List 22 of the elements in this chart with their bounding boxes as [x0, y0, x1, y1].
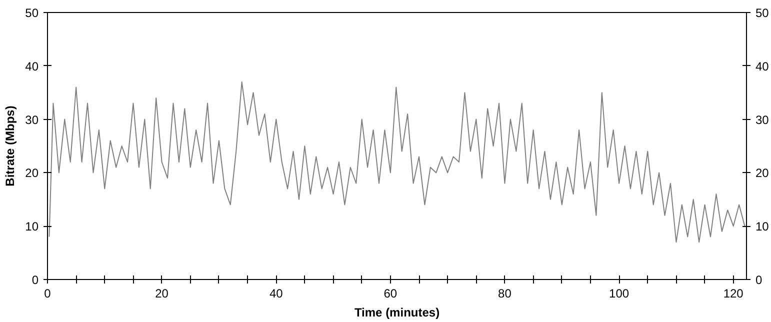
y2-tick-label: 50	[756, 6, 770, 20]
y-tick-label: 30	[25, 112, 39, 127]
x-axis-title: Time (minutes)	[354, 306, 440, 320]
y2-tick-label: 30	[756, 112, 770, 127]
y-tick-label: 10	[25, 220, 39, 234]
y-tick-label: 40	[25, 59, 39, 74]
y-tick-label: 0	[32, 273, 39, 287]
y2-tick-label: 40	[756, 59, 770, 74]
y2-tick-label: 0	[756, 273, 762, 287]
x-tick-label: 100	[609, 286, 630, 300]
y-tick-label: 50	[25, 6, 39, 20]
x-tick-label: 20	[155, 286, 169, 300]
line-series	[48, 81, 746, 243]
x-tick-label: 120	[723, 286, 744, 300]
y2-tick-label: 20	[756, 166, 770, 180]
y-axis-title: Bitrate (Mbps)	[3, 106, 18, 186]
y2-tick-label: 10	[756, 220, 770, 234]
x-tick-label: 80	[498, 286, 512, 300]
x-tick-label: 40	[269, 286, 284, 300]
x-tick-label: 0	[44, 286, 52, 300]
x-tick-label: 60	[384, 286, 398, 300]
y-tick-label: 20	[25, 166, 39, 180]
